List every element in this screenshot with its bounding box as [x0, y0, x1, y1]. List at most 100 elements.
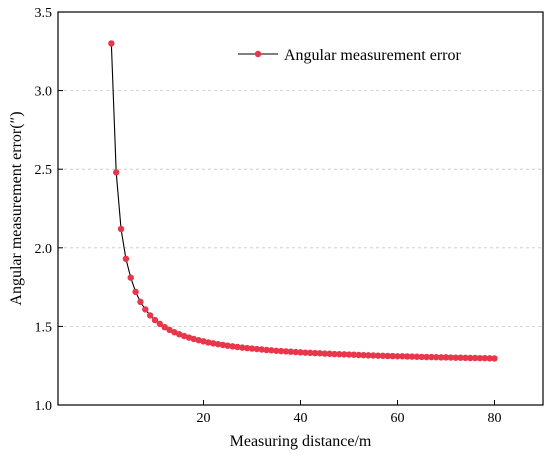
data-point — [132, 288, 139, 296]
gridlines — [58, 90, 543, 327]
data-point — [185, 334, 193, 341]
data-point — [166, 326, 173, 334]
data-point — [423, 353, 430, 361]
data-point — [311, 349, 319, 357]
data-point — [316, 350, 324, 357]
data-point — [229, 343, 236, 350]
data-point — [205, 339, 212, 346]
data-point — [307, 349, 314, 357]
data-point — [374, 352, 382, 359]
x-tick-label: 20 — [197, 411, 211, 426]
data-point — [268, 347, 275, 354]
y-tick-label: 1.5 — [35, 320, 53, 335]
data-point — [151, 316, 159, 324]
y-axis-title: Angular measurement error(″) — [8, 111, 25, 305]
y-tick-label: 2.0 — [35, 242, 53, 257]
data-point — [331, 350, 338, 358]
data-point — [360, 351, 367, 359]
data-point — [292, 348, 299, 356]
data-point — [253, 345, 261, 353]
data-point — [176, 331, 183, 338]
data-point — [399, 353, 406, 360]
data-point — [457, 354, 464, 361]
data-point — [161, 323, 168, 331]
data-point — [408, 353, 416, 360]
data-point — [491, 355, 498, 362]
y-tick-label: 3.0 — [35, 85, 53, 100]
data-point — [282, 348, 290, 355]
data-point — [433, 354, 440, 361]
data-point — [287, 348, 294, 355]
data-point — [437, 354, 445, 361]
data-point — [365, 352, 372, 359]
data-point — [321, 350, 328, 357]
y-tick-label: 1.0 — [35, 399, 53, 414]
data-point — [379, 352, 387, 359]
data-point — [180, 332, 188, 340]
data-point — [302, 349, 309, 356]
data-point — [214, 340, 222, 348]
data-point — [224, 342, 231, 349]
data-point — [336, 351, 343, 358]
data-point — [452, 354, 459, 361]
data-point — [428, 353, 435, 361]
data-point — [355, 351, 362, 359]
data-point — [239, 344, 246, 351]
series-layer — [108, 40, 498, 362]
data-point — [108, 40, 115, 47]
data-point — [442, 354, 450, 361]
data-point — [418, 353, 425, 361]
data-point — [263, 346, 270, 354]
data-point — [481, 354, 488, 362]
data-point — [277, 347, 285, 355]
data-point — [370, 352, 377, 359]
data-point — [258, 346, 265, 353]
x-axis-title: Measuring distance/m — [230, 433, 372, 450]
legend: Angular measurement error — [238, 47, 461, 64]
data-point — [350, 351, 358, 358]
data-point — [210, 340, 217, 347]
data-point — [234, 343, 241, 351]
data-point — [190, 335, 197, 343]
data-point — [345, 351, 353, 358]
data-point — [404, 353, 411, 360]
x-tick-label: 40 — [294, 411, 308, 426]
data-point — [326, 350, 333, 357]
data-point — [384, 352, 391, 360]
data-point — [219, 341, 227, 349]
plot-area-frame — [57, 11, 544, 406]
data-point — [297, 349, 304, 356]
x-tick-label: 80 — [488, 411, 502, 426]
data-point — [146, 312, 154, 319]
data-point — [171, 329, 178, 336]
y-tick-label: 3.5 — [35, 6, 53, 21]
data-point — [122, 255, 130, 263]
data-point — [137, 298, 144, 306]
data-point — [462, 354, 469, 362]
data-point — [200, 338, 207, 345]
legend-label: Angular measurement error — [284, 47, 461, 64]
data-point — [467, 354, 474, 362]
data-point — [117, 225, 125, 233]
y-tick-label: 2.5 — [35, 163, 53, 178]
data-point — [127, 274, 134, 281]
data-point — [156, 320, 164, 328]
data-point — [142, 306, 149, 313]
data-point — [394, 353, 401, 360]
data-point — [195, 337, 202, 344]
data-point — [273, 347, 280, 354]
data-point — [471, 354, 479, 362]
data-point — [486, 355, 493, 362]
legend-marker — [254, 50, 262, 58]
data-point — [447, 354, 455, 361]
data-point — [113, 169, 120, 176]
data-point — [340, 351, 348, 358]
axis-ticks: 1.0 1.5 2.0 2.5 3.0 3.5 20 40 60 80 — [35, 6, 502, 426]
data-point — [476, 354, 484, 362]
data-point — [248, 345, 256, 352]
x-tick-label: 60 — [391, 411, 405, 426]
data-point — [243, 344, 251, 352]
data-point — [413, 353, 421, 360]
data-point — [389, 352, 396, 360]
